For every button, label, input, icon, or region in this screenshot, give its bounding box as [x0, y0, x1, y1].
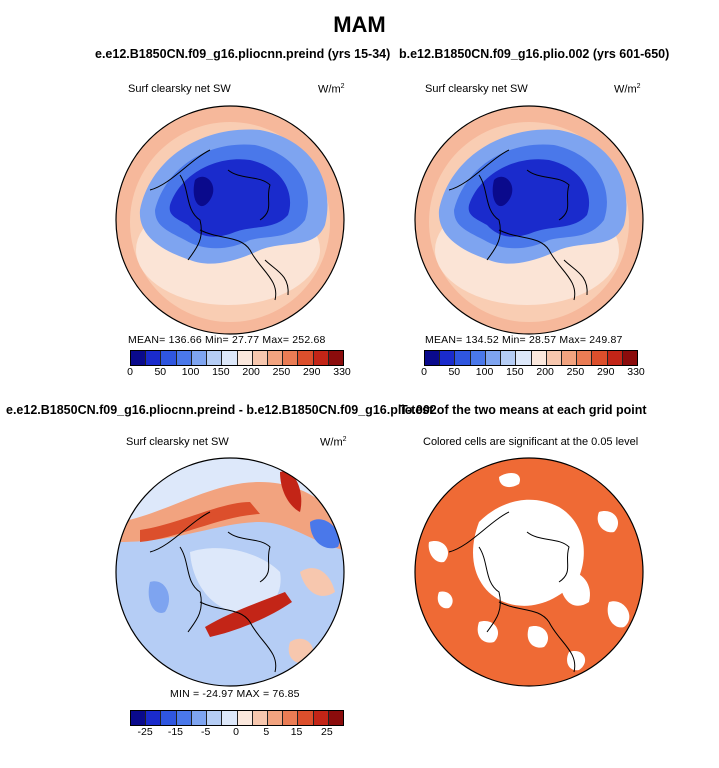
colorbar-tick-label: 100	[475, 366, 494, 378]
colorbar-tick-label: 330	[627, 366, 645, 378]
colorbar-box	[328, 351, 344, 365]
panel-2-variable: Surf clearsky net SW	[425, 83, 528, 95]
colorbar-box	[131, 351, 147, 365]
colorbar-box	[146, 711, 162, 725]
colorbar-box	[267, 351, 284, 365]
panel-3-polar-map	[115, 457, 345, 687]
colorbar-box	[516, 351, 532, 365]
panel-2-units: W/m2	[614, 83, 641, 96]
panel-3-colorbar-ticks: -25 -15 -5 0 5 15 25	[130, 726, 342, 740]
colorbar-tick-label: 0	[421, 366, 427, 378]
colorbar-tick-label: 250	[272, 366, 291, 378]
panel-2-colorbar-boxes	[425, 351, 638, 365]
panel-3-units: W/m2	[320, 436, 347, 449]
panel-3-colorbar-boxes	[131, 711, 344, 725]
panel-3-stats: MIN = -24.97 MAX = 76.85	[170, 688, 300, 700]
colorbar-box	[298, 351, 314, 365]
colorbar-box	[252, 351, 268, 365]
colorbar-tick-label: 50	[448, 366, 461, 378]
colorbar-box	[237, 351, 253, 365]
panel-4-polar-map	[414, 457, 644, 687]
colorbar-tick-label: 200	[242, 366, 260, 378]
colorbar-tick-label: -15	[167, 726, 184, 738]
colorbar-box	[267, 711, 284, 725]
colorbar-box	[176, 351, 192, 365]
colorbar-box	[222, 351, 238, 365]
colorbar-tick-label: 25	[321, 726, 333, 738]
panel-1-variable: Surf clearsky net SW	[128, 83, 231, 95]
colorbar-tick-label: 150	[506, 366, 524, 378]
colorbar-box	[313, 711, 329, 725]
colorbar-box	[191, 711, 208, 725]
figure-title: MAM	[333, 12, 386, 37]
panel-4-subtitle: Colored cells are significant at the 0.0…	[423, 436, 639, 448]
colorbar-box	[283, 711, 299, 725]
colorbar-box	[176, 711, 192, 725]
colorbar-box	[546, 351, 562, 365]
colorbar-box	[425, 351, 441, 365]
colorbar-box	[131, 711, 147, 725]
panel-1-polar-map	[115, 105, 345, 335]
colorbar-box	[470, 351, 486, 365]
colorbar-box	[455, 351, 471, 365]
panel-2-polar-map	[414, 105, 644, 335]
colorbar-box	[207, 711, 223, 725]
colorbar-tick-label: 0	[233, 726, 239, 738]
colorbar-box	[207, 351, 223, 365]
colorbar-tick-label: 150	[212, 366, 230, 378]
colorbar-box	[146, 351, 162, 365]
panel-2-colorbar	[424, 350, 638, 366]
colorbar-box	[501, 351, 517, 365]
panel-2-colorbar-ticks: 0 50 100 150 200 250 290 330	[421, 366, 645, 380]
colorbar-box	[252, 711, 268, 725]
panel-1-units: W/m2	[318, 83, 345, 96]
colorbar-box	[283, 351, 299, 365]
colorbar-tick-label: 250	[566, 366, 585, 378]
colorbar-tick-label: 5	[263, 726, 270, 738]
colorbar-box	[237, 711, 253, 725]
colorbar-tick-label: -25	[137, 726, 153, 738]
colorbar-box	[298, 711, 314, 725]
panel-3-title: e.e12.B1850CN.f09_g16.pliocnn.preind - b…	[6, 403, 437, 417]
panel-2-title: b.e12.B1850CN.f09_g16.plio.002 (yrs 601-…	[399, 47, 670, 61]
colorbar-tick-label: 100	[181, 366, 200, 378]
colorbar-box	[531, 351, 547, 365]
colorbar-tick-label: 290	[596, 366, 615, 378]
panel-1-colorbar	[130, 350, 344, 366]
panel-2-stats: MEAN= 134.52 Min= 28.57 Max= 249.87	[425, 334, 623, 346]
colorbar-box	[313, 351, 329, 365]
panel-1-stats: MEAN= 136.66 Min= 27.77 Max= 252.68	[128, 334, 326, 346]
colorbar-box	[577, 351, 593, 365]
colorbar-box	[440, 351, 456, 365]
colorbar-box	[485, 351, 502, 365]
colorbar-box	[161, 351, 177, 365]
colorbar-box	[622, 351, 638, 365]
colorbar-box	[328, 711, 344, 725]
colorbar-tick-label: 330	[333, 366, 351, 378]
panel-1-colorbar-boxes	[131, 351, 344, 365]
colorbar-tick-label: 50	[154, 366, 167, 378]
panel-3-variable: Surf clearsky net SW	[126, 436, 229, 448]
colorbar-tick-label: 290	[302, 366, 321, 378]
colorbar-tick-label: 15	[290, 726, 303, 738]
colorbar-box	[592, 351, 608, 365]
colorbar-tick-label: 200	[536, 366, 554, 378]
colorbar-box	[161, 711, 177, 725]
panel-1-title: e.e12.B1850CN.f09_g16.pliocnn.preind (yr…	[95, 47, 391, 61]
colorbar-tick-label: 0	[127, 366, 133, 378]
colorbar-box	[191, 351, 208, 365]
panel-1-colorbar-ticks: 0 50 100 150 200 250 290 330	[127, 366, 351, 380]
colorbar-box	[561, 351, 578, 365]
panel-4-title: T-test of the two means at each grid poi…	[400, 403, 647, 417]
panel-3-colorbar	[130, 710, 344, 726]
colorbar-box	[607, 351, 623, 365]
colorbar-box	[222, 711, 238, 725]
colorbar-tick-label: -5	[201, 726, 211, 738]
